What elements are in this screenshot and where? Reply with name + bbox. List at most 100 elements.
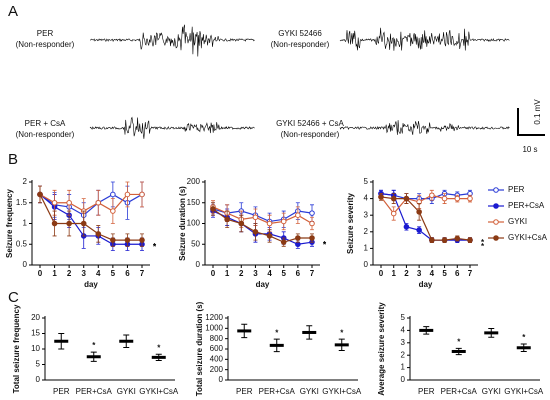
data-point — [66, 220, 72, 227]
significance: * — [275, 328, 279, 337]
x-tick-label: 4 — [430, 269, 435, 278]
significance: * — [153, 242, 157, 251]
x-tick-label: PER — [418, 387, 435, 396]
mean-marker — [151, 355, 166, 359]
significance: * — [153, 242, 157, 251]
y-tick-label: 20 — [31, 313, 40, 322]
significance: * — [481, 238, 485, 247]
y-tick-label: 0 — [23, 260, 28, 269]
data-point — [467, 237, 473, 243]
data-point — [403, 195, 410, 202]
y-tick-label: 1000 — [205, 323, 223, 332]
mean-marker — [334, 343, 349, 347]
x-tick-label: GYKI+CsA — [322, 387, 362, 396]
y-axis-label: Total seizure frequency — [12, 304, 21, 393]
x-axis-label: day — [84, 280, 98, 289]
x-tick-label: 1 — [225, 269, 230, 278]
data-point — [390, 195, 397, 202]
data-point — [124, 237, 131, 243]
data-point — [309, 220, 315, 227]
panel-label: B — [8, 151, 18, 168]
x-tick-label: 3 — [417, 269, 422, 278]
y-tick-label: 1 — [364, 244, 369, 253]
legend-label: PER+CsA — [508, 201, 545, 210]
data-point — [309, 210, 315, 216]
data-point — [95, 231, 102, 237]
x-tick-label: 7 — [310, 269, 315, 278]
significance: * — [522, 333, 526, 342]
x-tick-label: PER — [236, 387, 253, 396]
mean-marker — [451, 349, 466, 353]
y-tick-label: 0 — [36, 375, 41, 384]
mean-marker — [86, 355, 101, 359]
x-tick-label: 0 — [211, 269, 216, 278]
legend-marker — [493, 219, 499, 225]
trace-label: GYKI 52466 + CsA — [276, 119, 344, 128]
data-point — [210, 206, 216, 212]
y-tick-label: 0 — [219, 375, 224, 384]
y-tick-label: 400 — [210, 354, 224, 363]
y-tick-label: 1200 — [205, 313, 223, 322]
x-tick-label: 7 — [468, 269, 473, 278]
significance: * — [92, 341, 96, 350]
data-point — [454, 235, 461, 242]
x-tick-label: 4 — [96, 269, 101, 278]
mean-marker — [269, 343, 284, 347]
data-point — [139, 191, 145, 198]
data-point — [295, 241, 301, 248]
data-point — [390, 210, 397, 217]
panel-label: C — [8, 289, 19, 306]
x-axis-label: day — [256, 280, 270, 289]
y-tick-label: 5 — [364, 177, 369, 186]
data-point — [441, 195, 448, 202]
significance: * — [323, 240, 327, 249]
x-tick-label: 6 — [296, 269, 301, 278]
legend-marker — [493, 203, 499, 209]
x-tick-label: 3 — [253, 269, 258, 278]
x-tick-label: 2 — [67, 269, 72, 278]
trace-note: (Non-responder) — [271, 40, 330, 49]
data-point — [124, 191, 131, 198]
x-tick-label: 4 — [267, 269, 272, 278]
data-point — [80, 220, 87, 227]
y-tick-label: 800 — [210, 334, 224, 343]
trace-label: PER + CsA — [25, 119, 66, 128]
mean-marker — [237, 329, 252, 333]
data-point — [429, 237, 435, 243]
data-point — [252, 229, 259, 235]
y-tick-label: 3 — [364, 210, 369, 219]
x-tick-label: 5 — [281, 269, 286, 278]
y-tick-label: 100 — [187, 219, 201, 228]
data-point — [429, 192, 435, 199]
x-tick-label: 3 — [81, 269, 86, 278]
data-point — [51, 220, 58, 227]
data-point — [416, 227, 422, 233]
y-tick-label: 4 — [364, 194, 369, 203]
legend-marker — [493, 235, 499, 241]
y-tick-label: 150 — [187, 198, 201, 207]
y-axis-label: Seizure severity — [346, 192, 355, 253]
significance: * — [340, 328, 344, 337]
trace-note: (Non-responder) — [16, 130, 75, 139]
y-axis-label: Total seizure duration (s) — [195, 301, 204, 396]
data-point — [378, 194, 384, 200]
mean-marker — [484, 331, 499, 335]
scale-bar — [517, 108, 545, 136]
x-tick-label: PER+CsA — [441, 387, 478, 396]
y-tick-label: 200 — [187, 177, 201, 186]
eeg-trace — [89, 116, 255, 139]
y-tick-label: 0 — [196, 260, 201, 269]
x-tick-label: 6 — [125, 269, 130, 278]
y-tick-label: 1 — [401, 363, 406, 372]
legend-label: GYKI+CsA — [508, 233, 548, 242]
x-tick-label: PER+CsA — [76, 387, 113, 396]
data-point — [454, 195, 461, 202]
data-point — [295, 212, 301, 218]
y-tick-label: 0 — [364, 260, 369, 269]
y-axis-label: Seizure frequency — [5, 188, 14, 257]
data-point — [416, 209, 422, 215]
x-axis-label: day — [419, 280, 433, 289]
y-tick-label: 1.5 — [16, 198, 28, 207]
y-tick-label: 2 — [364, 227, 369, 236]
